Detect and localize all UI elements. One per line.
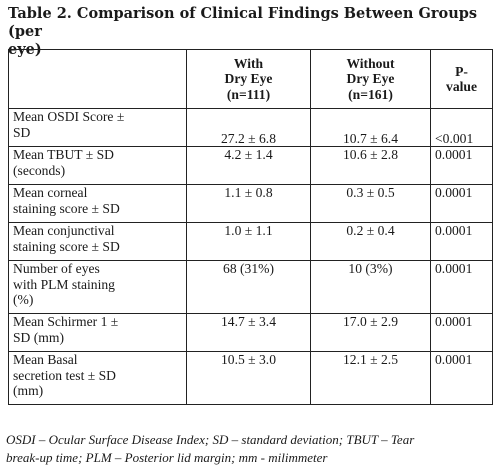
cell-with-dry-eye: 68 (31%) — [186, 260, 311, 314]
header-cell-p-value: P- value — [430, 49, 493, 109]
cell-p-value: 0.0001 — [430, 260, 493, 314]
row-label-line: SD — [13, 124, 31, 140]
cell-without-dry-eye: 12.1 ± 2.5 — [310, 351, 431, 405]
row-label-line: Mean TBUT ± SD — [13, 147, 114, 163]
row-label-line: SD (mm) — [13, 329, 64, 345]
cell-without-dry-eye: 10.7 ± 6.4 — [310, 108, 431, 147]
header-p-line-1: P- — [455, 63, 468, 79]
cell-with-dry-eye: 1.0 ± 1.1 — [186, 222, 311, 261]
table-row: Mean Basal secretion test ± SD (mm) 10.5… — [8, 351, 493, 405]
header-without-line-3: (n=161) — [348, 86, 393, 102]
row-label-line: Mean corneal — [13, 185, 88, 201]
table-row: Mean TBUT ± SD (seconds) 4.2 ± 1.4 10.6 … — [8, 146, 493, 185]
cell-p-value: 0.0001 — [430, 184, 493, 223]
table-row: Mean OSDI Score ± SD 27.2 ± 6.8 10.7 ± 6… — [8, 108, 493, 147]
row-label: Mean TBUT ± SD (seconds) — [8, 146, 187, 185]
row-label: Mean Schirmer 1 ± SD (mm) — [8, 313, 187, 352]
cell-with-dry-eye: 4.2 ± 1.4 — [186, 146, 311, 185]
cell-p-value: 0.0001 — [430, 351, 493, 405]
cell-p-value: <0.001 — [430, 108, 493, 147]
row-label: Mean OSDI Score ± SD — [8, 108, 187, 147]
cell-p-value: 0.0001 — [430, 222, 493, 261]
row-label: Number of eyes with PLM staining (%) — [8, 260, 187, 314]
row-label-line: (mm) — [13, 383, 44, 398]
row-label-line: Mean Basal — [13, 352, 78, 368]
header-with-line-2: Dry Eye — [224, 71, 273, 87]
cell-without-dry-eye: 0.3 ± 0.5 — [310, 184, 431, 223]
table-row: Number of eyes with PLM staining (%) 68 … — [8, 260, 493, 314]
row-label-line: Mean OSDI Score ± — [13, 109, 125, 125]
row-label-line: secretion test ± SD — [13, 367, 116, 383]
footnote-line-2: break-up time; PLM – Posterior lid margi… — [6, 450, 328, 465]
footnote-line-1: OSDI – Ocular Surface Disease Index; SD … — [6, 432, 415, 447]
cell-without-dry-eye: 10 (3%) — [310, 260, 431, 314]
row-label-line: staining score ± SD — [13, 200, 120, 216]
header-with-line-1: With — [233, 55, 264, 71]
row-label: Mean Basal secretion test ± SD (mm) — [8, 351, 187, 405]
table-row: Mean conjunctival staining score ± SD 1.… — [8, 222, 493, 261]
table-footnote: OSDI – Ocular Surface Disease Index; SD … — [6, 431, 494, 467]
header-without-line-1: Without — [346, 55, 395, 71]
row-label-line: (seconds) — [13, 162, 66, 178]
header-without-line-2: Dry Eye — [346, 71, 395, 87]
header-p-line-2: value — [446, 79, 477, 94]
row-label-line: Mean Schirmer 1 ± — [13, 314, 119, 330]
clinical-findings-table: With Dry Eye (n=111) Without Dry Eye (n=… — [8, 49, 493, 405]
cell-with-dry-eye: 10.5 ± 3.0 — [186, 351, 311, 405]
row-label-line: Mean conjunctival — [13, 223, 115, 239]
header-with-line-3: (n=111) — [226, 86, 271, 102]
cell-p-value: 0.0001 — [430, 146, 493, 185]
cell-with-dry-eye: 1.1 ± 0.8 — [186, 184, 311, 223]
row-label: Mean corneal staining score ± SD — [8, 184, 187, 223]
table-row: Mean corneal staining score ± SD 1.1 ± 0… — [8, 184, 493, 223]
row-label-line: Number of eyes — [13, 261, 100, 277]
row-label-line: with PLM staining — [13, 276, 115, 292]
cell-with-dry-eye: 14.7 ± 3.4 — [186, 313, 311, 352]
row-label-line: (%) — [13, 292, 34, 307]
header-cell-with-dry-eye: With Dry Eye (n=111) — [186, 49, 311, 109]
header-row: With Dry Eye (n=111) Without Dry Eye (n=… — [8, 49, 493, 109]
row-label-line: staining score ± SD — [13, 238, 120, 254]
cell-without-dry-eye: 10.6 ± 2.8 — [310, 146, 431, 185]
cell-p-value: 0.0001 — [430, 313, 493, 352]
row-label: Mean conjunctival staining score ± SD — [8, 222, 187, 261]
header-cell-label — [8, 49, 187, 109]
table-row: Mean Schirmer 1 ± SD (mm) 14.7 ± 3.4 17.… — [8, 313, 493, 352]
table-title-line-1: Table 2. Comparison of Clinical Findings… — [8, 5, 478, 40]
cell-without-dry-eye: 0.2 ± 0.4 — [310, 222, 431, 261]
header-cell-without-dry-eye: Without Dry Eye (n=161) — [310, 49, 431, 109]
cell-with-dry-eye: 27.2 ± 6.8 — [186, 108, 311, 147]
cell-without-dry-eye: 17.0 ± 2.9 — [310, 313, 431, 352]
